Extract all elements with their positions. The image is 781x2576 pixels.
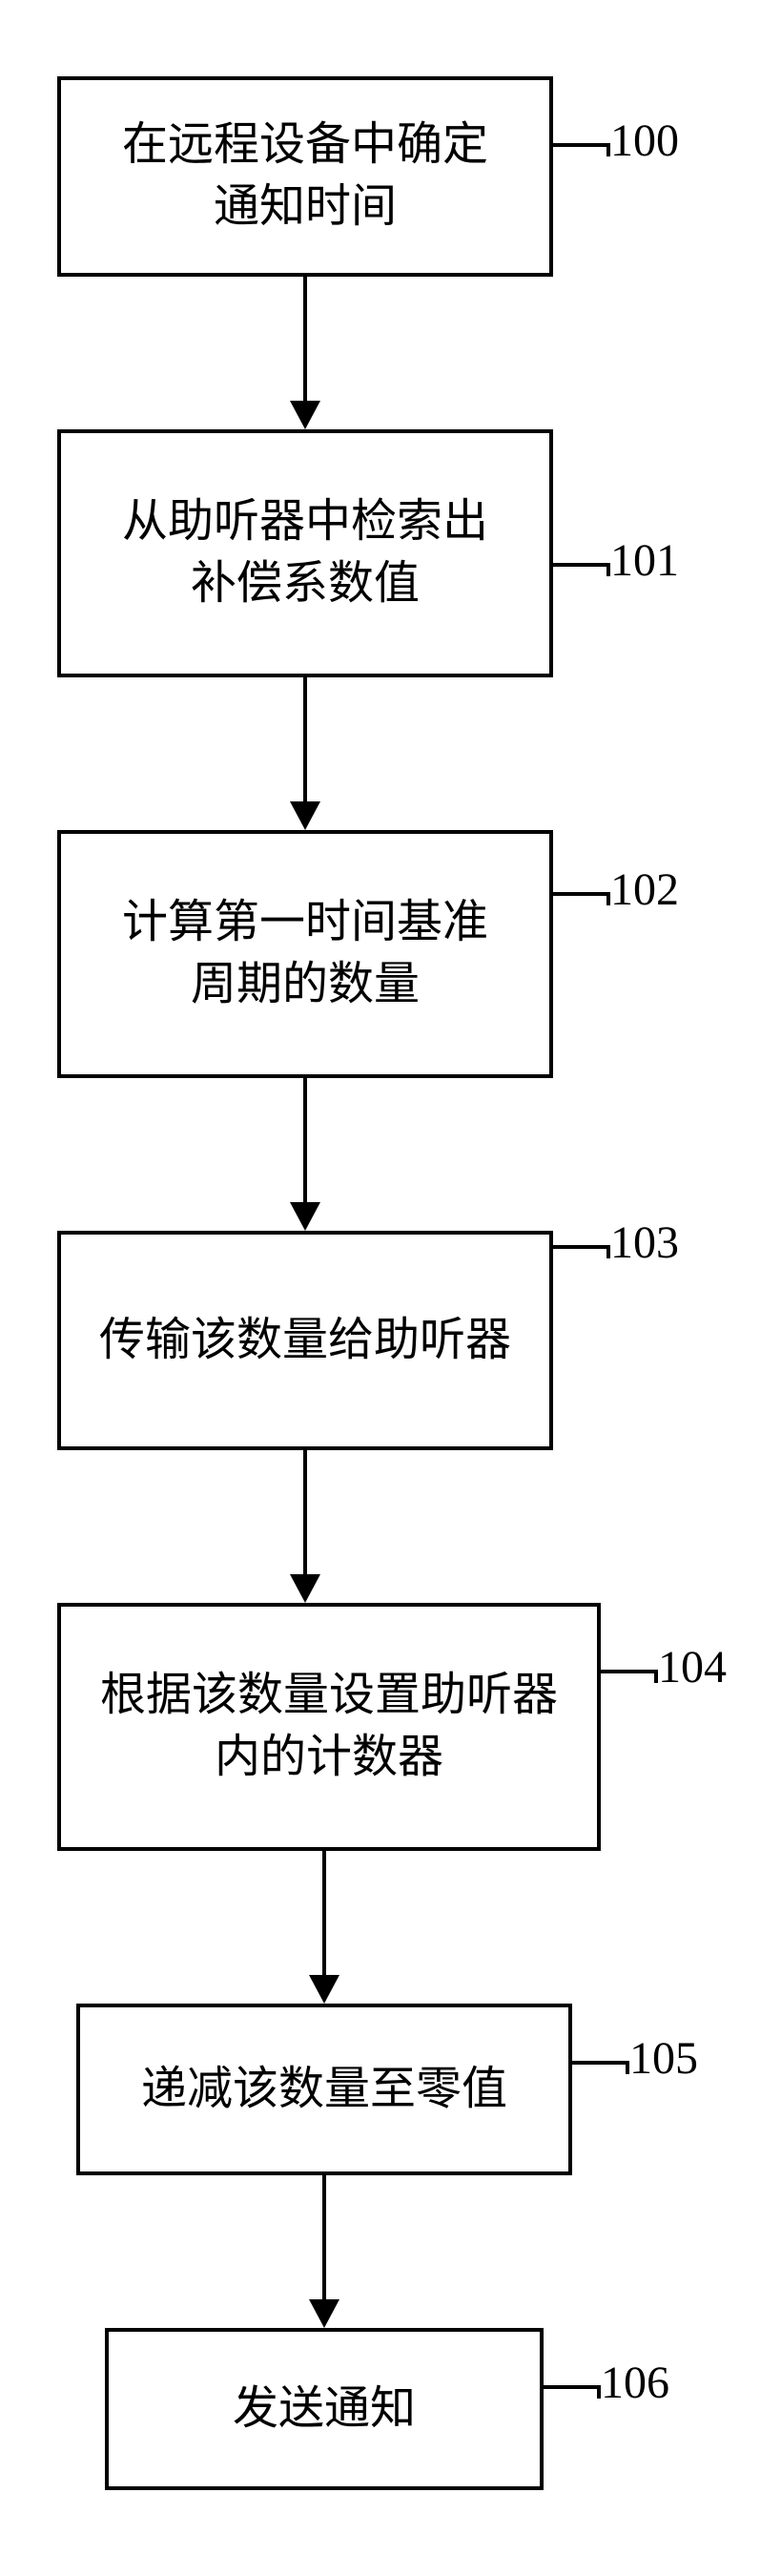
flow-step-b100: 在远程设备中确定 通知时间 xyxy=(57,76,553,277)
step-label: 104 xyxy=(658,1641,727,1693)
label-connector xyxy=(553,892,610,896)
label-connector xyxy=(544,2385,601,2389)
flow-step-b103: 传输该数量给助听器 xyxy=(57,1231,553,1450)
step-label: 106 xyxy=(601,2357,669,2409)
flow-step-text: 从助听器中检索出 补偿系数值 xyxy=(122,491,488,615)
flow-step-b105: 递减该数量至零值 xyxy=(76,2004,572,2175)
label-connector xyxy=(572,2061,629,2065)
flow-step-text: 计算第一时间基准 周期的数量 xyxy=(122,892,488,1016)
arrow-head-icon xyxy=(290,801,320,830)
arrow-head-icon xyxy=(309,2299,339,2328)
arrow-line xyxy=(322,1851,326,1975)
arrow-head-icon xyxy=(290,1574,320,1603)
arrow-head-icon xyxy=(290,1202,320,1231)
label-connector xyxy=(553,1245,610,1249)
arrow-head-icon xyxy=(290,401,320,429)
label-connector xyxy=(553,563,610,567)
flow-step-text: 根据该数量设置助听器 内的计数器 xyxy=(100,1665,558,1789)
label-connector xyxy=(553,143,610,147)
arrow-line xyxy=(303,1078,307,1202)
flow-step-b106: 发送通知 xyxy=(105,2328,544,2490)
step-label: 102 xyxy=(610,863,679,916)
flow-step-b102: 计算第一时间基准 周期的数量 xyxy=(57,830,553,1078)
flow-step-text: 发送通知 xyxy=(233,2379,416,2441)
arrow-line xyxy=(322,2175,326,2299)
arrow-line xyxy=(303,677,307,801)
step-label: 101 xyxy=(610,534,679,587)
label-connector xyxy=(601,1670,658,1673)
arrow-line xyxy=(303,1450,307,1574)
arrow-line xyxy=(303,277,307,401)
flowchart-canvas: 在远程设备中确定 通知时间从助听器中检索出 补偿系数值计算第一时间基准 周期的数… xyxy=(0,0,781,2576)
step-label: 103 xyxy=(610,1216,679,1269)
step-label: 105 xyxy=(629,2032,698,2085)
flow-step-b104: 根据该数量设置助听器 内的计数器 xyxy=(57,1603,601,1851)
arrow-head-icon xyxy=(309,1975,339,2004)
flow-step-b101: 从助听器中检索出 补偿系数值 xyxy=(57,429,553,677)
step-label: 100 xyxy=(610,114,679,167)
flow-step-text: 递减该数量至零值 xyxy=(141,2059,507,2121)
flow-step-text: 在远程设备中确定 通知时间 xyxy=(122,114,488,239)
flow-step-text: 传输该数量给助听器 xyxy=(99,1310,511,1372)
